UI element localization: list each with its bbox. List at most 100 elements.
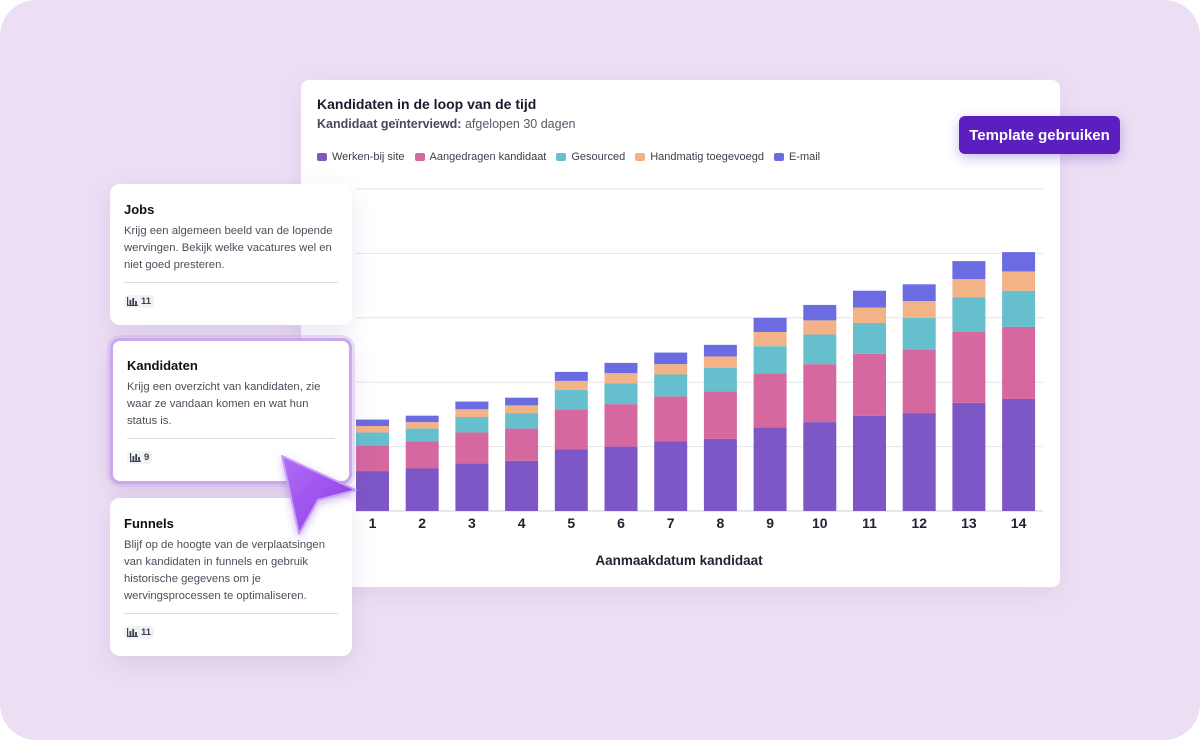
chart-title: Kandidaten in de loop van de tijd <box>317 96 537 112</box>
bar-segment[interactable] <box>405 415 439 423</box>
bar-segment[interactable] <box>356 471 389 511</box>
report-count-badge: 9 <box>127 451 153 464</box>
legend-swatch <box>635 153 646 161</box>
report-count: 11 <box>141 627 152 638</box>
bar-segment[interactable] <box>604 383 638 405</box>
bar-segment[interactable] <box>902 301 936 318</box>
bar-segment[interactable] <box>505 405 539 414</box>
bar-segment[interactable] <box>455 463 489 511</box>
report-count-badge: 11 <box>124 626 155 639</box>
bar-segment[interactable] <box>356 445 389 472</box>
bar-segment[interactable] <box>902 317 936 350</box>
bar-segment[interactable] <box>902 350 936 414</box>
bar-segment[interactable] <box>803 320 837 335</box>
bar-segment[interactable] <box>1002 398 1036 511</box>
bar-segment[interactable] <box>604 362 638 374</box>
bar-segment[interactable] <box>505 397 539 406</box>
bar-segment[interactable] <box>703 438 737 511</box>
bar-segment[interactable] <box>1002 326 1036 399</box>
chart-subtitle-label: Kandidaat geïnterviewd: <box>317 117 462 131</box>
chart-subtitle: Kandidaat geïnterviewd: afgelopen 30 dag… <box>317 117 576 131</box>
bar-segment[interactable] <box>455 401 489 410</box>
bar-segment[interactable] <box>405 468 439 511</box>
x-tick-label: 13 <box>961 515 977 531</box>
x-tick-label: 9 <box>766 515 774 531</box>
bar-segment[interactable] <box>803 334 837 365</box>
bar-segment[interactable] <box>356 432 389 446</box>
bar-segment[interactable] <box>405 441 439 469</box>
card-title: Funnels <box>124 516 174 531</box>
bar-segment[interactable] <box>753 346 787 374</box>
x-tick-label: 7 <box>667 515 675 531</box>
bar-segment[interactable] <box>1002 271 1036 291</box>
bar-segment[interactable] <box>753 331 787 347</box>
bar-segment[interactable] <box>554 389 588 410</box>
bar-segment[interactable] <box>1002 252 1036 272</box>
bar-segment[interactable] <box>753 427 787 511</box>
bar-segment[interactable] <box>952 261 986 280</box>
bar-segment[interactable] <box>505 460 539 511</box>
chart-card: Kandidaten in de loop van de tijd Kandid… <box>301 80 1060 587</box>
bar-segment[interactable] <box>803 364 837 423</box>
bar-segment[interactable] <box>853 322 886 354</box>
bar-segment[interactable] <box>853 290 886 308</box>
bar-segment[interactable] <box>554 409 588 450</box>
bar-chart-icon <box>127 628 138 637</box>
bar-segment[interactable] <box>853 415 886 511</box>
bar-segment[interactable] <box>455 416 489 433</box>
bar-segment[interactable] <box>405 428 439 442</box>
bar-segment[interactable] <box>505 428 539 461</box>
bar-segment[interactable] <box>356 425 389 433</box>
x-tick-label: 2 <box>418 515 426 531</box>
report-card-jobs[interactable]: Jobs Krijg een algemeen beeld van de lop… <box>110 184 352 325</box>
bar-segment[interactable] <box>952 402 986 511</box>
card-divider <box>124 282 338 283</box>
bar-segment[interactable] <box>902 413 936 511</box>
bar-segment[interactable] <box>554 380 588 390</box>
bar-segment[interactable] <box>853 353 886 416</box>
bar-segment[interactable] <box>554 371 588 381</box>
bar-segment[interactable] <box>455 409 489 417</box>
bar-segment[interactable] <box>902 284 936 302</box>
report-card-funnels[interactable]: Funnels Blijf op de hoogte van de verpla… <box>110 498 352 656</box>
report-card-kandidaten[interactable]: Kandidaten Krijg een overzicht van kandi… <box>110 338 352 484</box>
bar-chart-icon <box>127 297 138 306</box>
card-title: Jobs <box>124 202 155 217</box>
bar-segment[interactable] <box>405 422 439 429</box>
cursor-arrow-icon <box>281 455 357 535</box>
bar-segment[interactable] <box>952 331 986 403</box>
bar-segment[interactable] <box>853 307 886 323</box>
bar-segment[interactable] <box>703 356 737 369</box>
bar-segment[interactable] <box>803 304 837 321</box>
bar-segment[interactable] <box>703 368 737 392</box>
bar-segment[interactable] <box>1002 290 1036 327</box>
bar-segment[interactable] <box>654 441 688 511</box>
bar-segment[interactable] <box>803 422 837 511</box>
bar-segment[interactable] <box>505 413 539 429</box>
bar-segment[interactable] <box>554 449 588 511</box>
bar-segment[interactable] <box>753 317 787 332</box>
bar-segment[interactable] <box>703 391 737 439</box>
legend-label: Werken-bij site <box>332 151 405 163</box>
x-tick-label: 12 <box>911 515 927 531</box>
x-tick-label: 4 <box>518 515 526 531</box>
bar-segment[interactable] <box>952 297 986 332</box>
bar-segment[interactable] <box>654 374 688 397</box>
bar-segment[interactable] <box>356 419 389 426</box>
bar-segment[interactable] <box>654 364 688 375</box>
bar-segment[interactable] <box>654 352 688 365</box>
bar-segment[interactable] <box>455 432 489 464</box>
report-count-badge: 11 <box>124 295 155 308</box>
bar-segment[interactable] <box>753 373 787 428</box>
bar-segment[interactable] <box>952 279 986 298</box>
bar-segment[interactable] <box>604 446 638 511</box>
use-template-button[interactable]: Template gebruiken <box>959 116 1120 154</box>
chart-subtitle-value: afgelopen 30 dagen <box>464 117 576 131</box>
bar-segment[interactable] <box>604 373 638 384</box>
report-count: 11 <box>141 296 152 307</box>
bar-segment[interactable] <box>654 396 688 442</box>
bar-segment[interactable] <box>604 404 638 447</box>
card-divider <box>127 438 335 439</box>
bar-segment[interactable] <box>703 344 737 357</box>
